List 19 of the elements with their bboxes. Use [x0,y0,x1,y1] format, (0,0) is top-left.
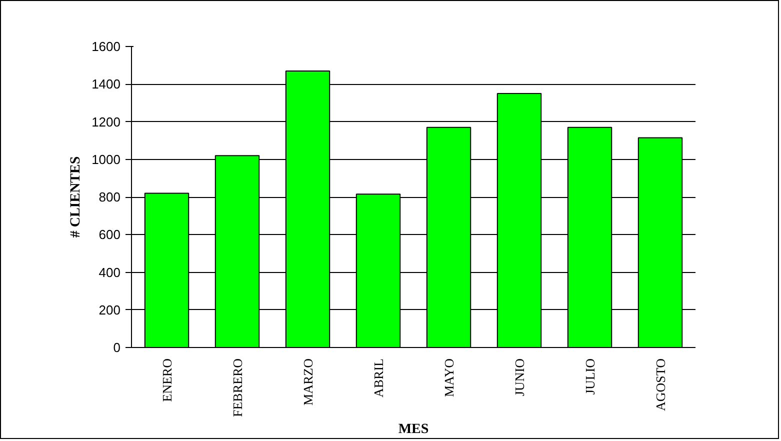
x-tick-label: JUNIO [512,358,527,396]
x-tick-label: AGOSTO [652,358,668,411]
y-tick-label: 0 [113,340,121,355]
x-axis-title: MES [398,422,429,438]
x-tick-label: FEBRERO [230,358,245,418]
y-tick-label: 600 [98,227,121,242]
x-tick-label: MAYO [441,358,456,398]
y-tick-label: 400 [98,264,121,280]
y-axis-title: # CLIENTES [68,156,84,238]
y-tick-label: 1400 [92,76,120,92]
y-tick-label: 1600 [92,39,120,54]
x-tick-label: ENERO [159,358,174,402]
y-tick-label: 1000 [92,152,120,167]
x-tick-label: JULIO [582,358,598,395]
y-tick-label: 800 [98,190,121,204]
x-tick-label: MARZO [300,358,316,406]
x-tick-label: ABRIL [370,358,386,398]
y-tick-label: 1200 [92,114,120,130]
y-tick-label: 200 [98,302,121,318]
